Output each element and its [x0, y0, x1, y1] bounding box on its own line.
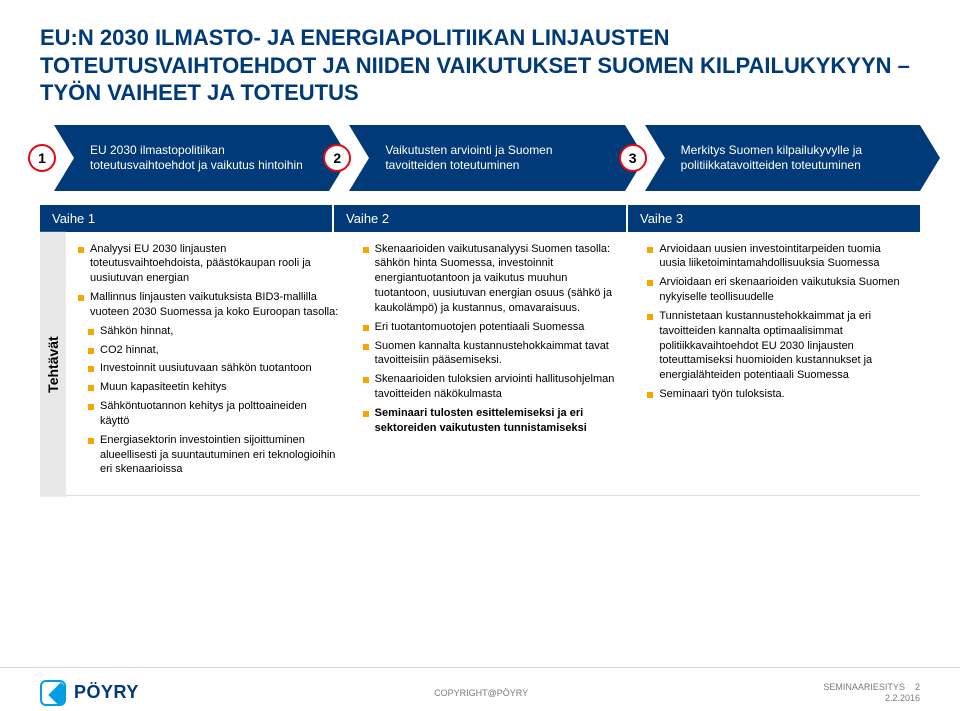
- phase-header-3: Vaihe 3: [628, 205, 920, 232]
- slide: EU:N 2030 ILMASTO- JA ENERGIAPOLITIIKAN …: [0, 0, 960, 496]
- list-item: Arvioidaan uusien investointitarpeiden t…: [647, 242, 908, 272]
- list-item: Seminaari työn tuloksista.: [647, 387, 908, 402]
- step-arrow-3: Merkitys Suomen kilpailukyvylle ja polit…: [645, 125, 920, 191]
- footer-right-1: SEMINAARIESITYS: [823, 682, 905, 692]
- list-item: Muun kapasiteetin kehitys: [78, 380, 339, 395]
- footer: PÖYRY COPYRIGHT@PÖYRY SEMINAARIESITYS 2 …: [0, 667, 960, 711]
- step-arrow-2: Vaikutusten arviointi ja Suomen tavoitte…: [349, 125, 624, 191]
- step-badge-1: 1: [28, 144, 56, 172]
- footer-right: SEMINAARIESITYS 2 2.2.2016: [823, 682, 920, 704]
- list-item: Arvioidaan eri skenaarioiden vaikutuksia…: [647, 275, 908, 305]
- list-item: Analyysi EU 2030 linjausten toteutusvaih…: [78, 242, 339, 287]
- list-item: Investoinnit uusiutuvaan sähkön tuotanto…: [78, 361, 339, 376]
- list-item: Eri tuotantomuotojen potentiaali Suomess…: [363, 320, 624, 335]
- task-col-1: Analyysi EU 2030 linjausten toteutusvaih…: [66, 232, 351, 497]
- step-badge-3: 3: [619, 144, 647, 172]
- step-arrow-1: EU 2030 ilmastopolitiikan toteutusvaihto…: [54, 125, 329, 191]
- phase-header-2: Vaihe 2: [334, 205, 628, 232]
- step-3: 3 Merkitys Suomen kilpailukyvylle ja pol…: [631, 125, 920, 191]
- tasks-section: Tehtävät Analyysi EU 2030 linjausten tot…: [40, 232, 920, 497]
- list-item: Seminaari tulosten esittelemiseksi ja er…: [363, 406, 624, 436]
- task-columns: Analyysi EU 2030 linjausten toteutusvaih…: [66, 232, 920, 497]
- vertical-label: Tehtävät: [40, 232, 66, 497]
- step-2: 2 Vaikutusten arviointi ja Suomen tavoit…: [335, 125, 624, 191]
- phase-header-1: Vaihe 1: [40, 205, 334, 232]
- list-item: Sähkön hinnat,: [78, 324, 339, 339]
- list-item: Tunnistetaan kustannustehokkaimmat ja er…: [647, 309, 908, 383]
- footer-page: 2: [915, 682, 920, 692]
- process-steps: 1 EU 2030 ilmastopolitiikan toteutusvaih…: [40, 125, 920, 191]
- phase-header-row: Vaihe 1 Vaihe 2 Vaihe 3: [40, 205, 920, 232]
- footer-right-2: 2.2.2016: [885, 693, 920, 703]
- list-item: Mallinnus linjausten vaikutuksista BID3-…: [78, 290, 339, 320]
- step-text-2: Vaikutusten arviointi ja Suomen tavoitte…: [385, 143, 614, 173]
- step-text-3: Merkitys Suomen kilpailukyvylle ja polit…: [681, 143, 910, 173]
- list-item: Skenaarioiden tuloksien arviointi hallit…: [363, 372, 624, 402]
- task-col-2: Skenaarioiden vaikutusanalyysi Suomen ta…: [351, 232, 636, 497]
- step-1: 1 EU 2030 ilmastopolitiikan toteutusvaih…: [40, 125, 329, 191]
- list-item: Suomen kannalta kustannustehokkaimmat ta…: [363, 339, 624, 369]
- list-item: Skenaarioiden vaikutusanalyysi Suomen ta…: [363, 242, 624, 316]
- logo-mark-icon: [40, 680, 66, 706]
- list-item: CO2 hinnat,: [78, 343, 339, 358]
- list-item: Energiasektorin investointien sijoittumi…: [78, 433, 339, 478]
- logo: PÖYRY: [40, 680, 139, 706]
- page-title: EU:N 2030 ILMASTO- JA ENERGIAPOLITIIKAN …: [40, 24, 920, 107]
- task-col-3: Arvioidaan uusien investointitarpeiden t…: [635, 232, 920, 497]
- list-item: Sähköntuotannon kehitys ja polttoaineide…: [78, 399, 339, 429]
- step-text-1: EU 2030 ilmastopolitiikan toteutusvaihto…: [90, 143, 319, 173]
- step-badge-2: 2: [323, 144, 351, 172]
- footer-center: COPYRIGHT@PÖYRY: [434, 688, 528, 698]
- logo-text: PÖYRY: [74, 682, 139, 703]
